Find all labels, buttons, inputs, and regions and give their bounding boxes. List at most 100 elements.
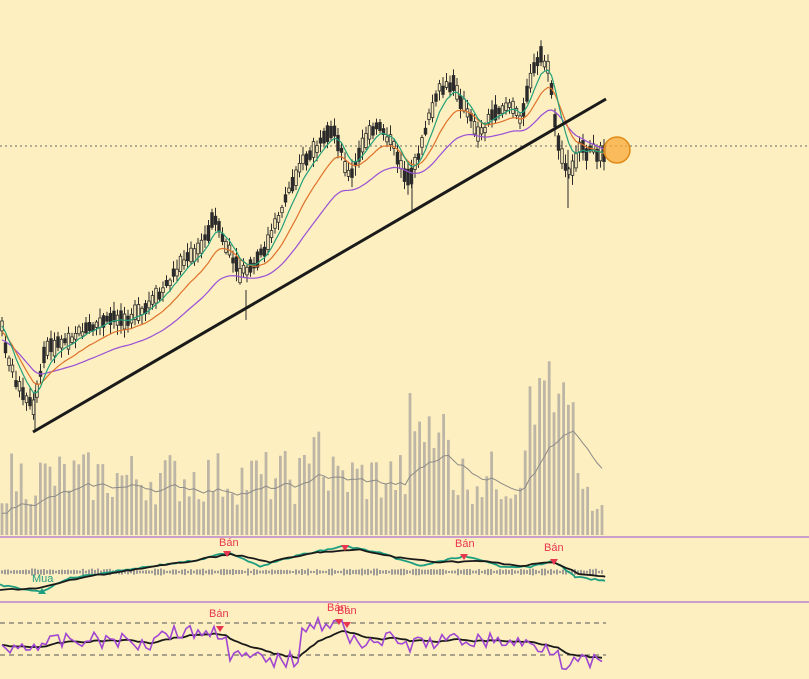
- candle-body: [213, 215, 218, 225]
- macd-histogram-bar: [253, 568, 255, 576]
- candle-body: [77, 326, 81, 335]
- volume-bar: [475, 486, 479, 535]
- candle-body: [500, 105, 505, 114]
- macd-histogram-bar: [364, 569, 366, 575]
- macd-histogram-bar: [595, 568, 597, 576]
- macd-histogram-bar: [76, 570, 78, 574]
- volume-bar: [111, 496, 114, 535]
- buy-label: Mua: [32, 573, 54, 585]
- volume-bar: [370, 462, 373, 535]
- candle-body: [434, 93, 438, 102]
- volume-bar: [187, 496, 191, 535]
- volume-bar: [379, 497, 383, 535]
- macd-histogram-bar: [331, 568, 333, 576]
- sell-marker-icon: [216, 626, 224, 632]
- candle-body: [294, 169, 298, 186]
- volume-bar: [471, 503, 474, 535]
- macd-histogram-bar: [262, 570, 264, 574]
- macd-histogram-bar: [100, 570, 102, 574]
- candle-body: [255, 251, 260, 268]
- candle-body: [395, 151, 400, 165]
- macd-histogram-bar: [31, 568, 33, 576]
- volume-bar: [207, 459, 210, 535]
- macd-histogram-bar: [484, 569, 486, 575]
- volume-bar: [48, 466, 52, 535]
- candle-body: [444, 81, 449, 88]
- macd-histogram-bar: [487, 568, 489, 576]
- volume-bar: [394, 490, 397, 535]
- volume-bar: [250, 460, 253, 535]
- candle-body: [10, 364, 15, 373]
- candle-body: [273, 218, 277, 229]
- volume-bar: [581, 488, 585, 535]
- macd-histogram-bar: [283, 570, 285, 574]
- volume-bar: [115, 473, 119, 535]
- volume-bar: [53, 485, 57, 535]
- macd-histogram-bar: [400, 568, 402, 576]
- macd-histogram-bar: [505, 569, 507, 575]
- candle-body: [283, 194, 288, 203]
- candle-body: [147, 300, 151, 309]
- candle-body: [178, 255, 183, 272]
- volume-bar: [173, 460, 177, 535]
- candle-body: [493, 104, 498, 121]
- candle-body: [66, 332, 71, 350]
- volume-bar: [274, 478, 277, 535]
- volume-bar: [63, 463, 66, 535]
- volume-bar: [24, 499, 28, 535]
- volume-bar: [586, 486, 589, 535]
- volume-bar: [413, 431, 417, 535]
- candle-body: [105, 315, 109, 322]
- candle-body: [322, 130, 326, 144]
- volume-bar: [39, 462, 42, 535]
- macd-histogram-bar: [1, 570, 3, 574]
- candle-body: [598, 145, 603, 162]
- candle-body: [532, 62, 536, 74]
- candle-body: [199, 239, 204, 254]
- candle-body: [399, 160, 403, 170]
- candle-body: [357, 147, 361, 162]
- candle-body: [406, 168, 410, 186]
- volume-bar: [480, 497, 484, 535]
- macd-histogram-bar: [358, 569, 360, 575]
- macd-histogram-bar: [256, 569, 258, 575]
- macd-histogram-bar: [403, 568, 405, 576]
- macd-histogram-bar: [52, 569, 54, 575]
- candle-body: [462, 98, 466, 112]
- rsi-line: [1, 615, 603, 671]
- macd-histogram-bar: [211, 569, 213, 575]
- volume-bar: [283, 451, 287, 535]
- macd-histogram-bar: [391, 569, 393, 575]
- macd-histogram-bar: [190, 569, 192, 575]
- macd-histogram-bar: [307, 568, 309, 576]
- macd-histogram-bar: [73, 569, 75, 575]
- candle-body: [164, 280, 169, 287]
- macd-histogram-bar: [496, 570, 498, 574]
- candle-body: [325, 125, 330, 143]
- macd-histogram-bar: [196, 569, 198, 575]
- macd-histogram-bar: [472, 570, 474, 574]
- macd-histogram-bar: [319, 570, 321, 574]
- candle-body: [525, 85, 529, 102]
- macd-histogram-bar: [91, 568, 93, 576]
- volume-bar: [264, 452, 268, 535]
- macd-histogram-bar: [205, 570, 207, 574]
- macd-histogram-bar: [589, 568, 591, 576]
- volume-bar: [29, 504, 33, 535]
- volume-bar: [125, 474, 129, 535]
- macd-histogram-bar: [349, 569, 351, 575]
- macd-histogram-bar: [34, 568, 36, 576]
- macd-histogram-bar: [355, 569, 357, 575]
- volume-bar: [15, 491, 18, 535]
- candle-body: [339, 147, 344, 153]
- macd-histogram-bar: [43, 569, 45, 575]
- volume-bar: [240, 467, 244, 535]
- macd-histogram-bar: [259, 570, 261, 574]
- candle-body: [350, 168, 354, 178]
- volume-bar: [490, 451, 493, 535]
- candle-body: [136, 304, 141, 321]
- candle-body: [546, 61, 550, 74]
- volume-bar: [485, 476, 489, 535]
- macd-histogram-bar: [517, 570, 519, 574]
- volume-bar: [183, 479, 186, 535]
